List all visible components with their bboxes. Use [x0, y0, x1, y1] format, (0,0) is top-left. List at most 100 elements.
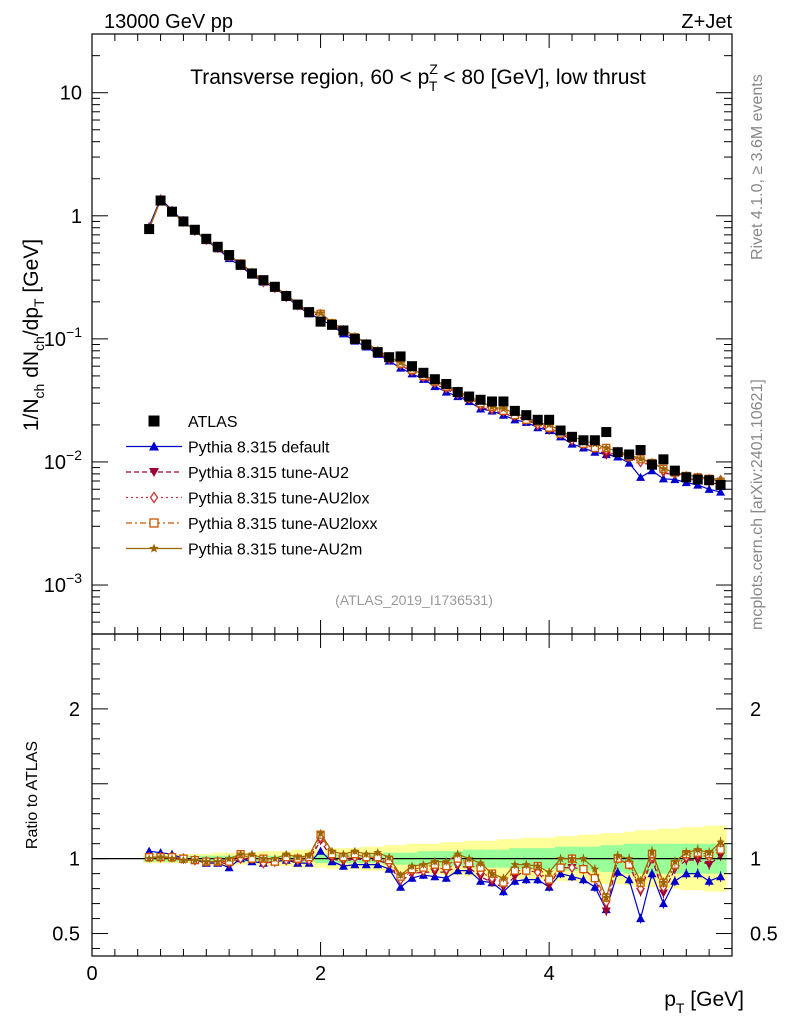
data-point [384, 352, 395, 363]
data-point [292, 299, 303, 310]
ratio-plot-axes: 0 2 4 0.5 0.5 1 1 2 2 [52, 634, 778, 985]
data-point [372, 347, 383, 358]
ratio-point [647, 869, 657, 878]
y-tick-label: 10−3 [44, 570, 82, 597]
ratio-point [670, 876, 680, 885]
data-point [407, 361, 417, 372]
main-point [396, 358, 405, 367]
main-point [636, 454, 645, 463]
legend-label: ATLAS [188, 414, 238, 431]
data-point [327, 319, 337, 330]
data-point [487, 396, 497, 407]
data-point [589, 435, 600, 446]
mcplots-label: mcplots.cern.ch [arXiv:2401.10621] [749, 379, 766, 630]
data-point [269, 281, 280, 292]
data-point [452, 387, 463, 398]
legend-marker [149, 543, 159, 553]
data-point [155, 195, 166, 206]
data-point [658, 454, 669, 465]
data-point [212, 241, 223, 252]
ratio-series-5 [144, 828, 725, 903]
ratio-point [510, 860, 520, 869]
ratio-point [407, 861, 417, 870]
legend-marker [149, 441, 159, 451]
ratio-point [384, 852, 394, 861]
data-point [681, 472, 692, 483]
main-y-axis-label: 1/Nch dNch/dpT [GeV] [20, 239, 47, 431]
y-tick-label: 1 [69, 849, 80, 871]
ratio-point [716, 872, 726, 881]
y-tick-label-right: 0.5 [750, 924, 778, 946]
main-series-atlas [144, 195, 726, 490]
main-point [636, 472, 646, 481]
legend: ATLAS Pythia 8.315 default Pythia 8.315 tu… [126, 414, 377, 559]
ratio-point [590, 882, 600, 891]
data-point [395, 351, 406, 362]
ratio-point [270, 854, 280, 863]
ratio-point [579, 854, 588, 863]
legend-marker [149, 518, 159, 528]
chart-title: Transverse region, 60 < pZ T < 80 [GeV], … [190, 61, 646, 94]
ratio-point [190, 855, 200, 864]
ratio-point [236, 849, 245, 858]
data-point [555, 425, 566, 436]
main-point [602, 443, 611, 452]
y-tick-label-right: 1 [750, 849, 761, 871]
ratio-point [396, 882, 406, 891]
xlabel-tail: [GeV] [684, 988, 744, 1011]
data-point [612, 447, 623, 458]
ratio-point [613, 851, 622, 860]
data-point [349, 333, 360, 344]
ratio-point [499, 873, 508, 882]
data-point [247, 268, 257, 279]
data-point [361, 339, 372, 350]
ratio-point [681, 869, 691, 878]
data-point [201, 233, 212, 244]
y-tick-label: 2 [69, 699, 80, 721]
data-point [715, 479, 726, 490]
data-point [544, 414, 555, 425]
main-point [647, 466, 657, 475]
legend-marker [148, 415, 160, 427]
y-tick-label: 0.5 [52, 924, 80, 946]
ratio-point [624, 875, 634, 884]
ratio-point [327, 846, 337, 855]
ratio-point [544, 875, 554, 884]
y-tick-label: 10 [60, 83, 82, 105]
data-point [235, 259, 246, 270]
ratio-point [704, 876, 714, 885]
analysis-id: (ATLAS_2019_I1736531) [335, 592, 493, 608]
data-point [144, 224, 155, 235]
main-point [601, 451, 611, 460]
legend-label: Pythia 8.315 default [188, 440, 330, 457]
ratio-point [373, 848, 382, 857]
legend-entry: ATLAS [148, 414, 238, 431]
main-point [659, 464, 668, 473]
ratio-point [624, 854, 634, 863]
ratio-point [682, 848, 691, 857]
ylabel-mid2: /dp [20, 307, 43, 336]
data-point [281, 291, 292, 302]
main-point [704, 484, 714, 493]
ratio-point [179, 855, 188, 864]
ratio-point [658, 889, 668, 898]
ratio-point [658, 899, 668, 908]
ylabel-main: 1/N [20, 398, 43, 431]
data-point [567, 431, 577, 442]
energy-label: 13000 GeV pp [104, 11, 233, 33]
ratio-point [441, 873, 451, 882]
data-point [521, 410, 532, 421]
data-point [167, 206, 177, 217]
legend-label: Pythia 8.315 tune-AU2 [188, 465, 349, 482]
ratio-point [396, 870, 405, 879]
ratio-point [693, 856, 703, 865]
main-point [658, 474, 668, 483]
ratio-point [568, 862, 576, 874]
ratio-plot-panel: 0 2 4 0.5 0.5 1 1 2 2 Ratio to ATLAS pT [GeV] [24, 633, 778, 1016]
data-point [189, 224, 200, 235]
main-point [499, 404, 508, 413]
ratio-point [156, 852, 165, 861]
legend-entry: Pythia 8.315 tune-AU2lox [126, 491, 369, 508]
data-point [338, 325, 349, 336]
data-point [429, 374, 440, 385]
